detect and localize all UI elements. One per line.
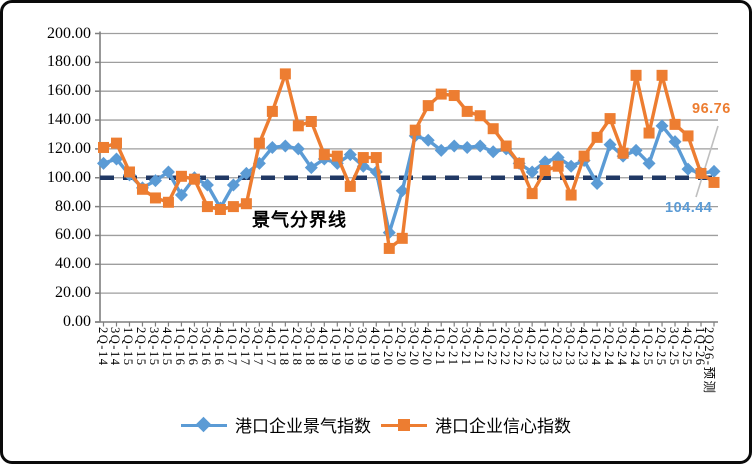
y-axis-label: 80.00 (55, 197, 91, 215)
chart-legend: 港口企业景气指数 港口企业信心指数 (0, 412, 752, 437)
prosperity-endpoint-annotation: 104.44 (665, 200, 713, 216)
legend-label-prosperity: 港口企业景气指数 (235, 417, 371, 436)
y-axis-label: 140.00 (47, 111, 91, 129)
x-axis-label: 2Q26-预测 (702, 327, 716, 395)
legend-item-prosperity: 港口企业景气指数 (181, 412, 371, 437)
confidence-endpoint-annotation: 96.76 (692, 101, 731, 117)
legend-label-confidence: 港口企业信心指数 (435, 417, 571, 436)
y-axis-label: 60.00 (55, 226, 91, 244)
prosperity-divider-label: 景气分界线 (252, 210, 347, 230)
y-axis-label: 100.00 (47, 168, 91, 186)
y-axis-label: 20.00 (55, 284, 91, 302)
square-series-marker-icon (381, 418, 427, 432)
y-axis-label: 120.00 (47, 139, 91, 157)
y-axis-label: 160.00 (47, 82, 91, 100)
y-axis-label: 180.00 (47, 53, 91, 71)
legend-item-confidence: 港口企业信心指数 (381, 412, 571, 437)
y-axis-label: 200.00 (47, 24, 91, 42)
diamond-series-marker-icon (181, 416, 227, 432)
y-axis-label: 40.00 (55, 255, 91, 273)
y-axis-label: 0.00 (63, 313, 91, 330)
